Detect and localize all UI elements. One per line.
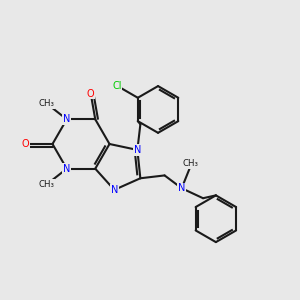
Text: N: N (134, 145, 141, 155)
Text: CH₃: CH₃ (39, 99, 55, 108)
Text: Cl: Cl (112, 81, 122, 91)
Text: O: O (87, 89, 94, 99)
Text: N: N (63, 114, 70, 124)
Text: O: O (22, 139, 29, 149)
Text: CH₃: CH₃ (182, 159, 198, 168)
Text: N: N (63, 164, 70, 174)
Text: N: N (111, 185, 118, 195)
Text: N: N (178, 183, 185, 193)
Text: CH₃: CH₃ (39, 180, 55, 189)
